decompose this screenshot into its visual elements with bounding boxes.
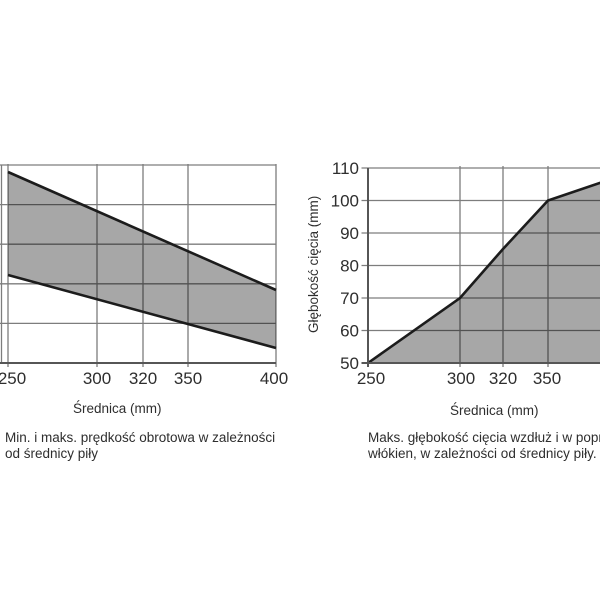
rpm-caption-line1: Min. i maks. prędkość obrotowa w zależno… [5, 430, 276, 445]
x-tick-label: 320 [129, 369, 157, 388]
cut-depth-area [368, 182, 600, 363]
y-tick-label: 80 [340, 257, 359, 276]
x-tick-label: 350 [533, 369, 561, 388]
cut-depth-caption-line1: Maks. głębokość cięcia wzdłuż i w poprze… [368, 430, 600, 445]
cut-depth-x-tick-labels: 250 300 320 350 [357, 369, 561, 388]
x-tick-label: 250 [0, 369, 26, 388]
y-tick-label: 60 [340, 322, 359, 341]
rpm-caption-line2: od średnicy piły [5, 445, 99, 461]
cut-depth-y-tick-labels: 110 100 90 80 70 60 50 [331, 159, 359, 373]
rpm-minmax-band-area [8, 172, 276, 348]
cut-depth-curve [367, 181, 600, 365]
x-tick-label: 300 [83, 369, 111, 388]
y-tick-label: 100 [331, 192, 359, 211]
x-tick-label: 250 [357, 369, 385, 388]
x-tick-label: 350 [174, 369, 202, 388]
cut-depth-x-axis-title: Średnica (mm) [450, 403, 539, 418]
y-tick-label: 50 [340, 354, 359, 373]
y-tick-label: 70 [340, 289, 359, 308]
x-tick-label: 400 [260, 369, 288, 388]
cut-depth-y-axis-title: Głębokość cięcia (mm) [306, 195, 321, 333]
rpm-x-axis-title: Średnica (mm) [73, 401, 162, 416]
rpm-chart-grid [0, 164, 277, 367]
cut-depth-chart-caption: Maks. głębokość cięcia wzdłuż i w poprze… [368, 430, 600, 461]
x-tick-label: 300 [447, 369, 475, 388]
cut-depth-caption-line2: włókien, w zależności od średnicy piły. [368, 445, 597, 461]
x-tick-label: 320 [489, 369, 517, 388]
cut-depth-chart-plot: 110 100 90 80 70 60 50 250 300 320 350 [331, 159, 600, 388]
y-tick-label: 110 [332, 159, 359, 178]
rpm-min-line [7, 273, 277, 350]
rpm-x-tick-labels: 250 300 320 350 400 [0, 369, 288, 388]
rpm-max-line [7, 170, 277, 292]
rpm-chart-caption: Min. i maks. prędkość obrotowa w zależno… [5, 430, 275, 461]
y-tick-label: 90 [340, 224, 359, 243]
rpm-chart-plot: 250 300 320 350 400 [0, 164, 288, 388]
